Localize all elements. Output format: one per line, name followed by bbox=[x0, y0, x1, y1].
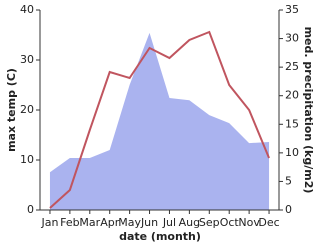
x-tick-label: Oct bbox=[220, 216, 240, 229]
y-tick-label: 40 bbox=[20, 3, 34, 16]
x-tick-label: Feb bbox=[60, 216, 79, 229]
x-tick-label: Aug bbox=[179, 216, 200, 229]
y2-axis-label: med. precipitation (kg/m2) bbox=[302, 27, 315, 194]
x-axis-label: date (month) bbox=[119, 230, 201, 243]
temp-line bbox=[49, 30, 270, 209]
chart: date (month) max temp (C) med. precipita… bbox=[5, 3, 315, 243]
y-tick-label: 20 bbox=[20, 103, 34, 116]
x-tick-label: Dec bbox=[258, 216, 279, 229]
x-tick-label: Nov bbox=[238, 216, 260, 229]
y2-tick-label: 10 bbox=[285, 146, 299, 159]
x-tick-label: Mar bbox=[79, 216, 100, 229]
x-tick-label: May bbox=[118, 216, 141, 229]
y2-tick-label: 15 bbox=[285, 117, 299, 130]
x-tick-label: Jun bbox=[140, 216, 158, 229]
y2-tick-label: 35 bbox=[285, 3, 299, 16]
y-tick-label: 30 bbox=[20, 53, 34, 66]
y-tick-label: 0 bbox=[27, 203, 34, 216]
y2-tick-label: 5 bbox=[285, 174, 292, 187]
y2-tick-label: 20 bbox=[285, 89, 299, 102]
y-axis-label: max temp (C) bbox=[5, 68, 18, 152]
y2-tick-label: 0 bbox=[285, 203, 292, 216]
x-tick-label: Jul bbox=[162, 216, 176, 229]
x-tick-label: Apr bbox=[100, 216, 120, 229]
precip-area bbox=[49, 32, 270, 210]
x-tick-label: Sep bbox=[199, 216, 220, 229]
x-tick-label: Jan bbox=[40, 216, 58, 229]
y2-tick-label: 30 bbox=[285, 32, 299, 45]
y-tick-label: 10 bbox=[20, 153, 34, 166]
y2-tick-label: 25 bbox=[285, 60, 299, 73]
